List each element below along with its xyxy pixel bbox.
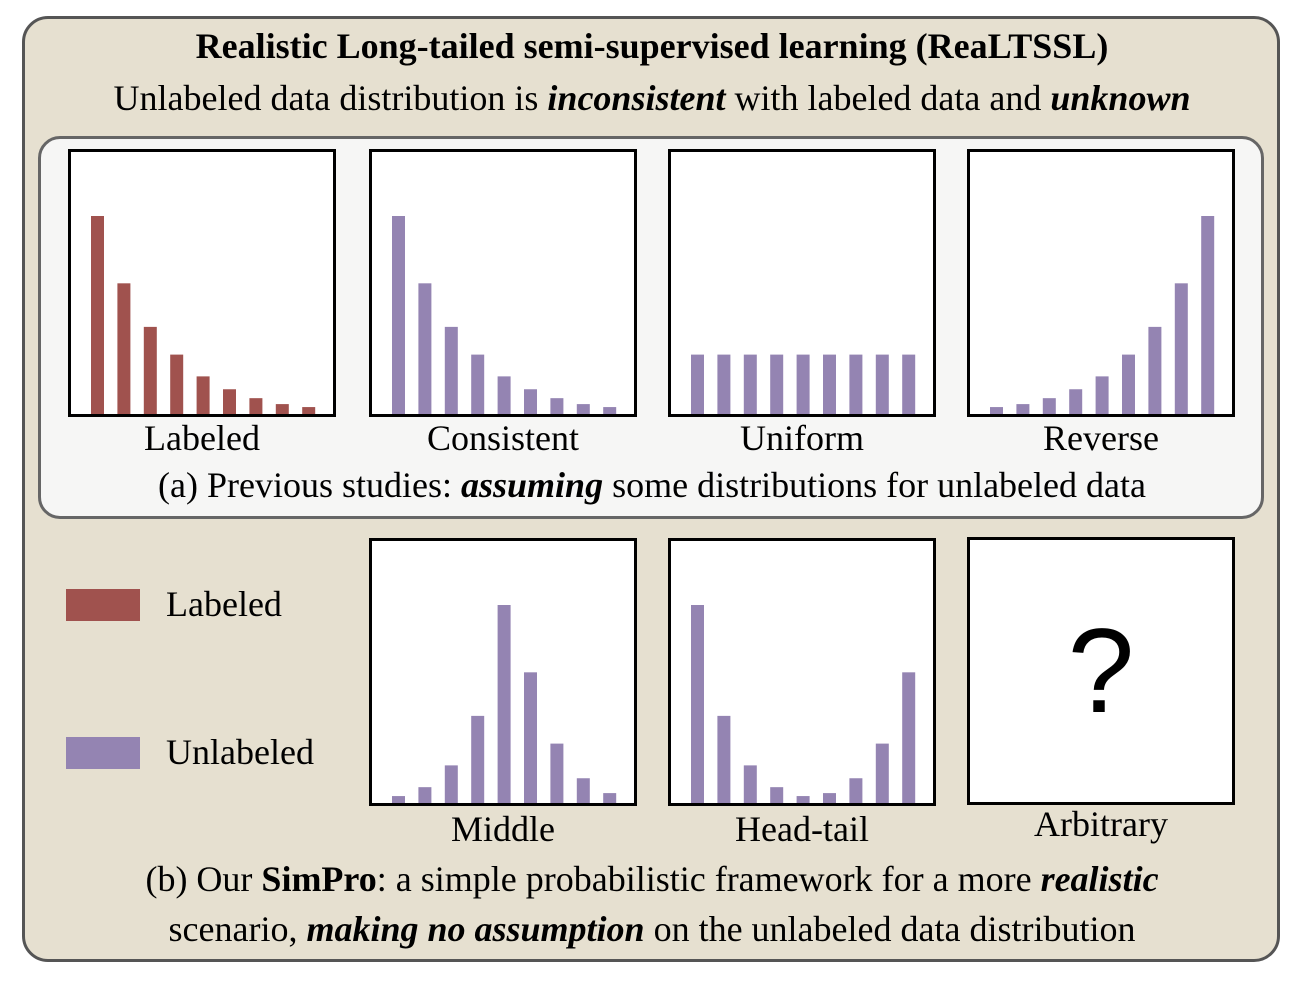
chart-title-uniform: Uniform [740,418,864,458]
bar [717,354,731,414]
bar-plot [392,216,617,414]
caption-b-emph-no-assumption: making no assumption [306,909,645,949]
bar [550,743,564,803]
bar [1201,216,1215,414]
chart-title-middle: Middle [451,809,555,849]
caption-b-line2: scenario, making no assumption on the un… [0,907,1304,951]
chart-title-reverse: Reverse [1043,418,1159,458]
chart-labeled [68,149,336,417]
bar [691,605,704,803]
bar [1174,283,1188,414]
chart-middle [369,538,637,806]
bar [902,672,916,803]
caption-b-text-4: on the unlabeled data distribution [644,909,1136,949]
chart-consistent [369,149,637,417]
bar-plot [691,605,916,803]
bar-plot [392,605,617,803]
chart-uniform [668,149,936,417]
chart-title-head-tail: Head-tail [735,809,869,849]
caption-b-text-3: scenario, [168,909,307,949]
chart-title-labeled: Labeled [144,418,260,458]
chart-head-tail [668,538,936,806]
bar [1042,398,1056,414]
question-mark: ? [1067,604,1135,738]
legend-swatch-unlabeled [66,737,140,769]
bar-plot [91,216,316,414]
bar-plot [691,354,916,414]
bar [170,354,184,414]
caption-b-simpro: SimPro [261,859,377,899]
bar [524,389,537,414]
bar [717,715,731,803]
bar [1122,354,1135,414]
caption-b-emph-realistic: realistic [1040,859,1159,899]
bar [1069,389,1083,414]
bar [302,407,316,414]
bar [418,787,432,803]
legend-swatch-labeled [66,589,140,621]
subtitle-emph-inconsistent: inconsistent [547,78,726,118]
subtitle-emph-unknown: unknown [1050,78,1191,118]
bar [691,354,704,414]
bar [603,407,617,414]
bar [1016,404,1030,414]
bar [743,765,757,803]
chart-title-arbitrary: Arbitrary [1034,804,1168,844]
bar [576,404,590,414]
chart-arbitrary: ? [967,537,1235,805]
chart-title-consistent: Consistent [426,418,579,458]
legend-label-labeled: Labeled [166,584,282,624]
bar [902,354,916,414]
bar [849,354,863,414]
bar [418,283,432,414]
bar [743,354,757,414]
bar [117,283,131,414]
figure-title: Realistic Long-tailed semi-supervised le… [195,26,1109,66]
subtitle-text-2: with labeled data and [725,78,1051,118]
caption-a-text-1: (a) Previous studies: [158,465,461,505]
bar [196,376,210,414]
bar [576,778,590,803]
bar [770,787,784,803]
bar [550,398,564,414]
bar [603,793,617,803]
bar [875,743,889,803]
bar [990,407,1003,414]
bar [1095,376,1109,414]
subtitle-text-1: Unlabeled data distribution is [113,78,548,118]
bar [143,326,157,414]
bar-plot [990,216,1215,414]
caption-a-text-2: some distributions for unlabeled data [603,465,1146,505]
bar [223,389,236,414]
bar [1148,326,1162,414]
bar [392,796,405,803]
figure-subtitle: Unlabeled data distribution is inconsist… [0,76,1304,120]
bar [497,605,511,803]
chart-reverse [967,149,1235,417]
bar [497,376,511,414]
legend-label-unlabeled: Unlabeled [166,732,314,772]
caption-a: (a) Previous studies: assuming some dist… [0,463,1304,507]
bar [823,793,836,803]
caption-b-line1: (b) Our SimPro: a simple probabilistic f… [0,857,1304,901]
bar [849,778,863,803]
bar [823,354,836,414]
bar [471,354,485,414]
bar [444,765,458,803]
caption-a-emph: assuming [461,465,604,505]
bar [471,715,485,803]
bar [524,672,537,803]
bar [392,216,405,414]
bar [91,216,104,414]
bar [875,354,889,414]
bar [796,796,810,803]
bar [249,398,263,414]
bar [796,354,810,414]
bar [770,354,784,414]
bar [444,326,458,414]
caption-b-text-2: : a simple probabilistic framework for a… [376,859,1041,899]
caption-b-text-1: (b) Our [145,859,262,899]
bar [275,404,289,414]
